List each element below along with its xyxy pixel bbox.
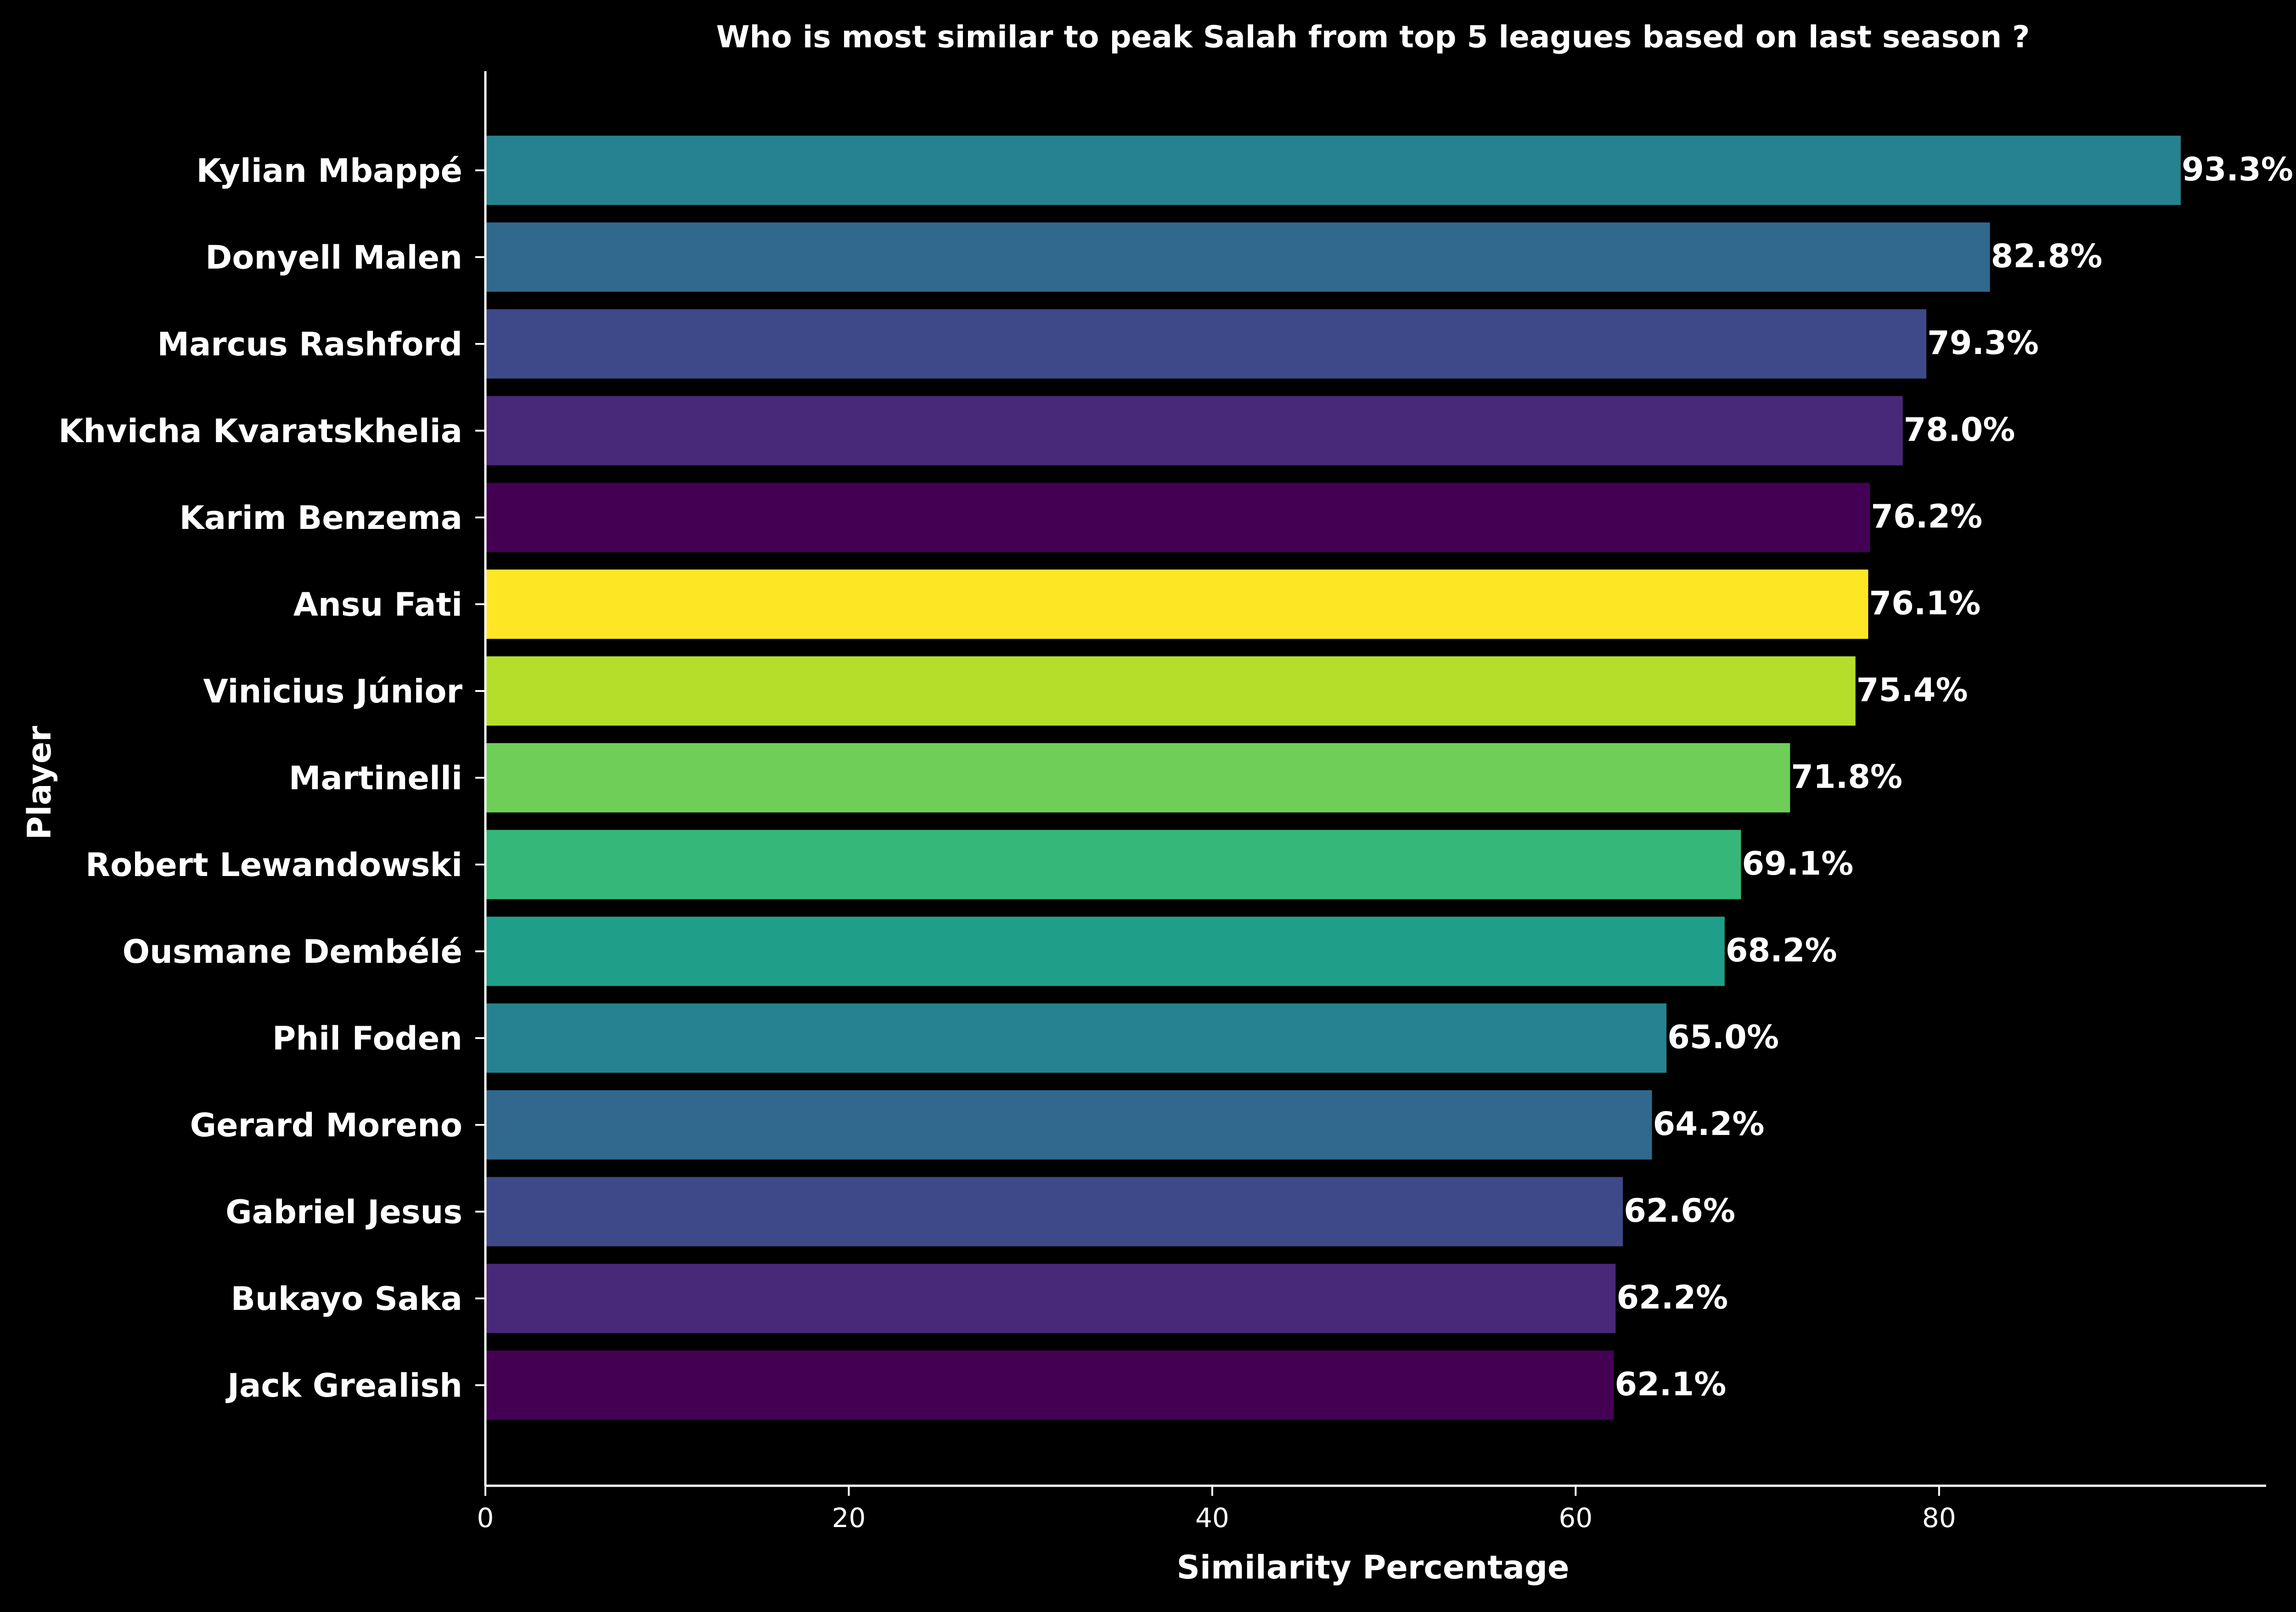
category-label-5: Ansu Fati (293, 586, 462, 623)
bar-9 (485, 916, 1725, 986)
x-ticks-layer: 0 20 40 60 80 (475, 169, 1956, 1533)
value-label-10: 65.0% (1667, 1018, 1779, 1056)
bar-11 (485, 1090, 1652, 1160)
value-label-2: 79.3% (1927, 324, 2039, 362)
x-axis-label: Similarity Percentage (1177, 1549, 1570, 1586)
category-label-12: Gabriel Jesus (225, 1193, 462, 1231)
x-tick-label-1: 20 (832, 1502, 866, 1533)
value-label-1: 82.8% (1991, 237, 2103, 275)
category-label-2: Marcus Rashford (157, 326, 462, 363)
bar-12 (485, 1177, 1623, 1247)
category-label-11: Gerard Moreno (190, 1106, 462, 1144)
bar-0 (485, 135, 2181, 205)
category-label-0: Kylian Mbappé (196, 152, 462, 190)
value-label-8: 69.1% (1742, 845, 1853, 882)
bar-10 (485, 1003, 1667, 1073)
category-label-13: Bukayo Saka (231, 1280, 462, 1318)
bar-3 (485, 396, 1903, 466)
bar-4 (485, 483, 1870, 552)
bar-14 (485, 1350, 1614, 1420)
bar-8 (485, 830, 1741, 899)
value-label-12: 62.6% (1624, 1192, 1735, 1230)
value-label-7: 71.8% (1791, 758, 1902, 796)
category-label-3: Khvicha Kvaratskhelia (58, 412, 462, 450)
bar-6 (485, 656, 1856, 726)
value-label-11: 64.2% (1653, 1105, 1764, 1143)
category-label-8: Robert Lewandowski (85, 846, 462, 884)
bar-5 (485, 569, 1868, 639)
value-label-3: 78.0% (1904, 411, 2015, 449)
value-labels-layer: 93.3% 82.8% 79.3% 78.0% 76.2% 76.1% 75.4% 71.8%… (1615, 151, 2293, 1403)
category-label-4: Karim Benzema (180, 499, 462, 537)
chart-title: Who is most similar to peak Salah from t… (716, 19, 2030, 55)
bar-13 (485, 1264, 1616, 1333)
category-label-14: Jack Grealish (225, 1367, 462, 1404)
category-label-9: Ousmane Dembélé (123, 933, 462, 971)
value-label-9: 68.2% (1726, 932, 1837, 969)
x-tick-label-3: 60 (1559, 1502, 1593, 1533)
x-tick-label-4: 80 (1922, 1502, 1956, 1533)
bars-layer (485, 135, 2181, 1420)
y-axis-label: Player (21, 726, 58, 840)
category-label-10: Phil Foden (272, 1020, 462, 1057)
value-label-6: 75.4% (1857, 671, 1968, 709)
x-tick-label-2: 40 (1195, 1502, 1229, 1533)
x-tick-label-0: 0 (477, 1502, 494, 1533)
category-labels-layer: Kylian Mbappé Donyell Malen Marcus Rashfor… (58, 152, 462, 1404)
bar-1 (485, 222, 1990, 292)
value-label-4: 76.2% (1871, 498, 1982, 535)
value-label-14: 62.1% (1615, 1365, 1726, 1403)
value-label-0: 93.3% (2182, 151, 2293, 188)
bar-2 (485, 309, 1927, 379)
category-label-1: Donyell Malen (205, 239, 462, 276)
category-label-6: Vinicius Júnior (203, 673, 463, 710)
value-label-13: 62.2% (1616, 1279, 1728, 1316)
value-label-5: 76.1% (1869, 584, 1981, 622)
category-label-7: Martinelli (289, 759, 462, 797)
bar-7 (485, 743, 1790, 813)
